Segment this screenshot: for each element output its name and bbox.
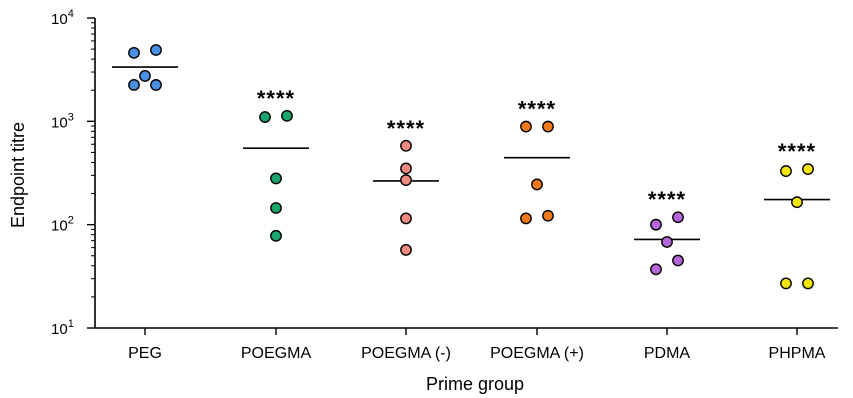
y-tick-label: 103 <box>51 111 74 131</box>
y-axis-title: Endpoint titre <box>8 122 28 228</box>
data-point <box>150 79 162 91</box>
data-point <box>650 263 662 276</box>
y-tick-label: 104 <box>51 8 74 28</box>
data-point <box>128 46 140 59</box>
data-point <box>259 111 271 123</box>
x-axis-title: Prime group <box>426 374 524 394</box>
data-point <box>400 139 412 152</box>
data-point <box>270 172 282 185</box>
data-point <box>672 254 684 267</box>
data-point <box>650 218 662 231</box>
x-tick-label: POEGMA (+) <box>490 345 584 362</box>
x-tick-label: POEGMA <box>241 345 312 362</box>
data-point <box>400 174 412 186</box>
y-tick-label: 102 <box>51 215 74 235</box>
y-tick-label: 101 <box>51 318 74 338</box>
data-point <box>400 243 412 256</box>
data-point <box>542 209 554 222</box>
data-point <box>281 109 293 122</box>
significance-annotation: **** <box>257 86 295 111</box>
data-point <box>400 212 412 225</box>
data-point <box>520 212 532 225</box>
significance-annotation: **** <box>387 116 425 141</box>
data-point <box>139 70 151 82</box>
data-point <box>672 211 684 224</box>
significance-annotations: **** **** **** **** **** <box>257 86 816 212</box>
data-point <box>531 178 543 191</box>
data-point <box>270 229 282 242</box>
data-point <box>780 277 792 290</box>
significance-annotation: **** <box>518 97 556 122</box>
x-tick-label: PHPMA <box>769 345 826 362</box>
data-point <box>661 236 673 248</box>
data-point <box>128 79 140 91</box>
x-tick-label: POEGMA (-) <box>361 345 451 362</box>
x-axis-ticks: PEG POEGMA POEGMA (-) POEGMA (+) PDMA PHPMA <box>128 328 826 362</box>
data-point <box>542 120 554 133</box>
y-axis-ticks: 101 102 103 104 <box>51 8 95 338</box>
data-point <box>150 44 162 56</box>
data-point <box>400 162 412 175</box>
data-point <box>270 202 282 214</box>
data-point <box>802 277 814 290</box>
significance-annotation: **** <box>778 139 816 164</box>
data-point <box>520 120 532 133</box>
significance-annotation: **** <box>648 187 686 212</box>
data-point <box>780 165 792 177</box>
data-point <box>791 196 803 209</box>
mean-lines <box>112 66 830 241</box>
data-point <box>802 163 814 175</box>
x-tick-label: PEG <box>128 345 162 362</box>
data-points <box>128 44 814 290</box>
axes <box>94 18 838 329</box>
x-tick-label: PDMA <box>644 345 691 362</box>
